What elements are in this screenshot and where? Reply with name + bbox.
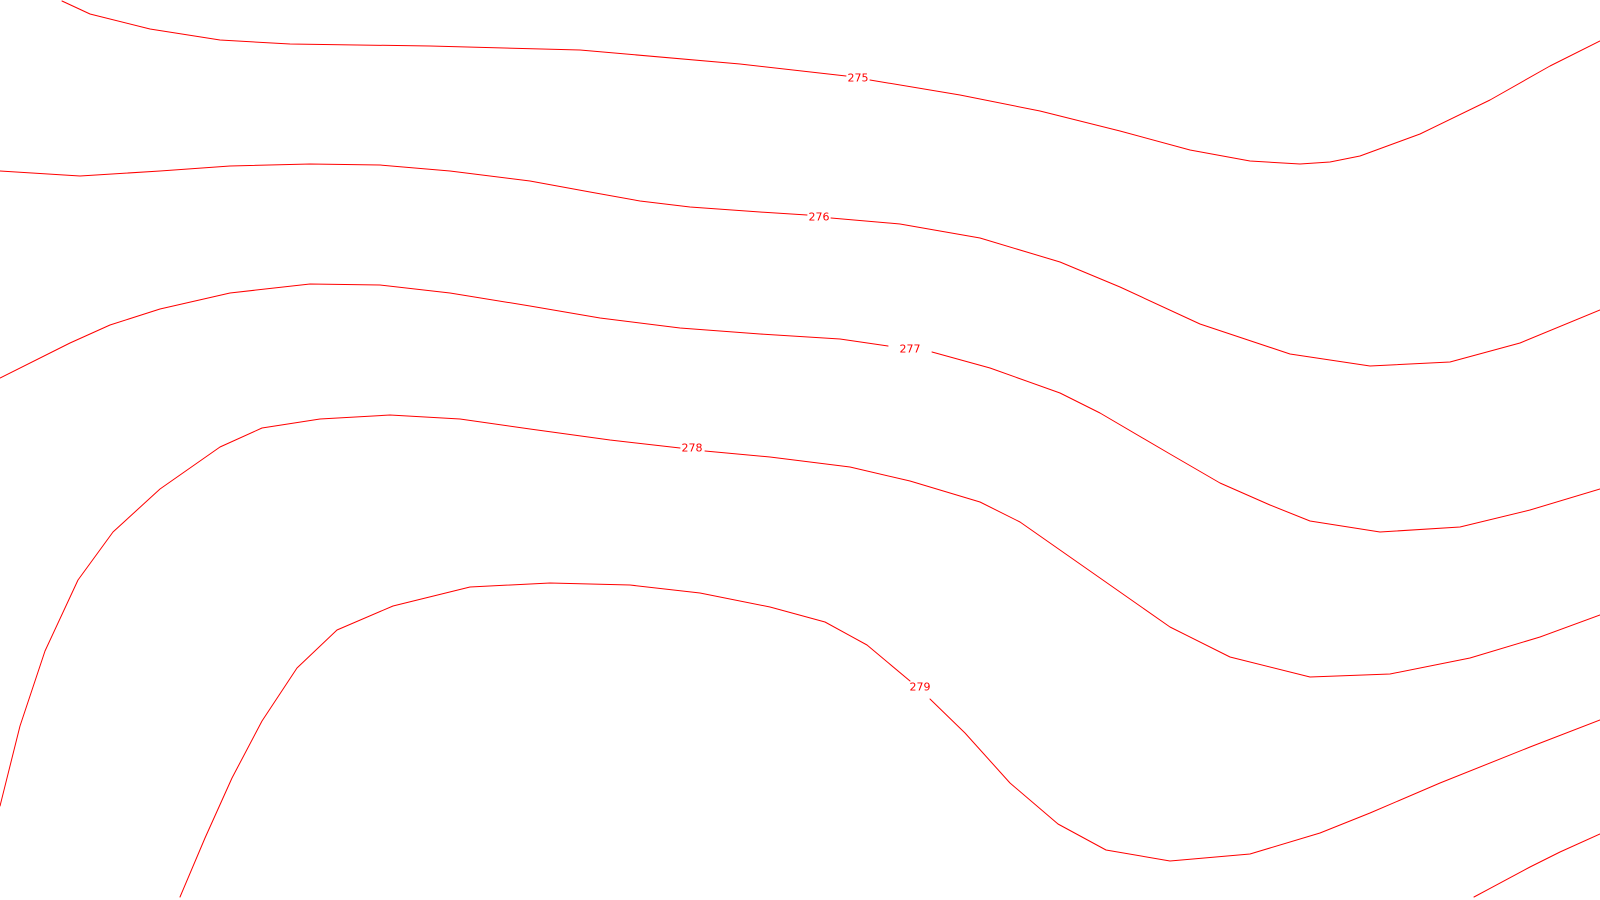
contour-label-277: 277: [900, 343, 921, 356]
contour-line-278: [0, 414, 1600, 807]
contour-line-277: [0, 283, 1600, 533]
contour-275: 275: [61, 0, 1600, 165]
contour-line-275: [61, 0, 1600, 165]
contour-line-276: [0, 163, 1600, 367]
contour-label-276: 276: [809, 211, 830, 224]
contour-280-partial: [1473, 833, 1600, 898]
contour-276: 276: [0, 163, 1600, 367]
contour-277: 277: [0, 283, 1600, 533]
contour-label-278: 278: [682, 442, 703, 455]
contour-line-279: [179, 582, 1600, 898]
contour-279: 279: [179, 582, 1600, 898]
contour-label-275: 275: [848, 72, 869, 85]
contour-label-279: 279: [910, 681, 931, 694]
contour-278: 278: [0, 414, 1600, 807]
contour-line-partial: [1473, 833, 1600, 898]
